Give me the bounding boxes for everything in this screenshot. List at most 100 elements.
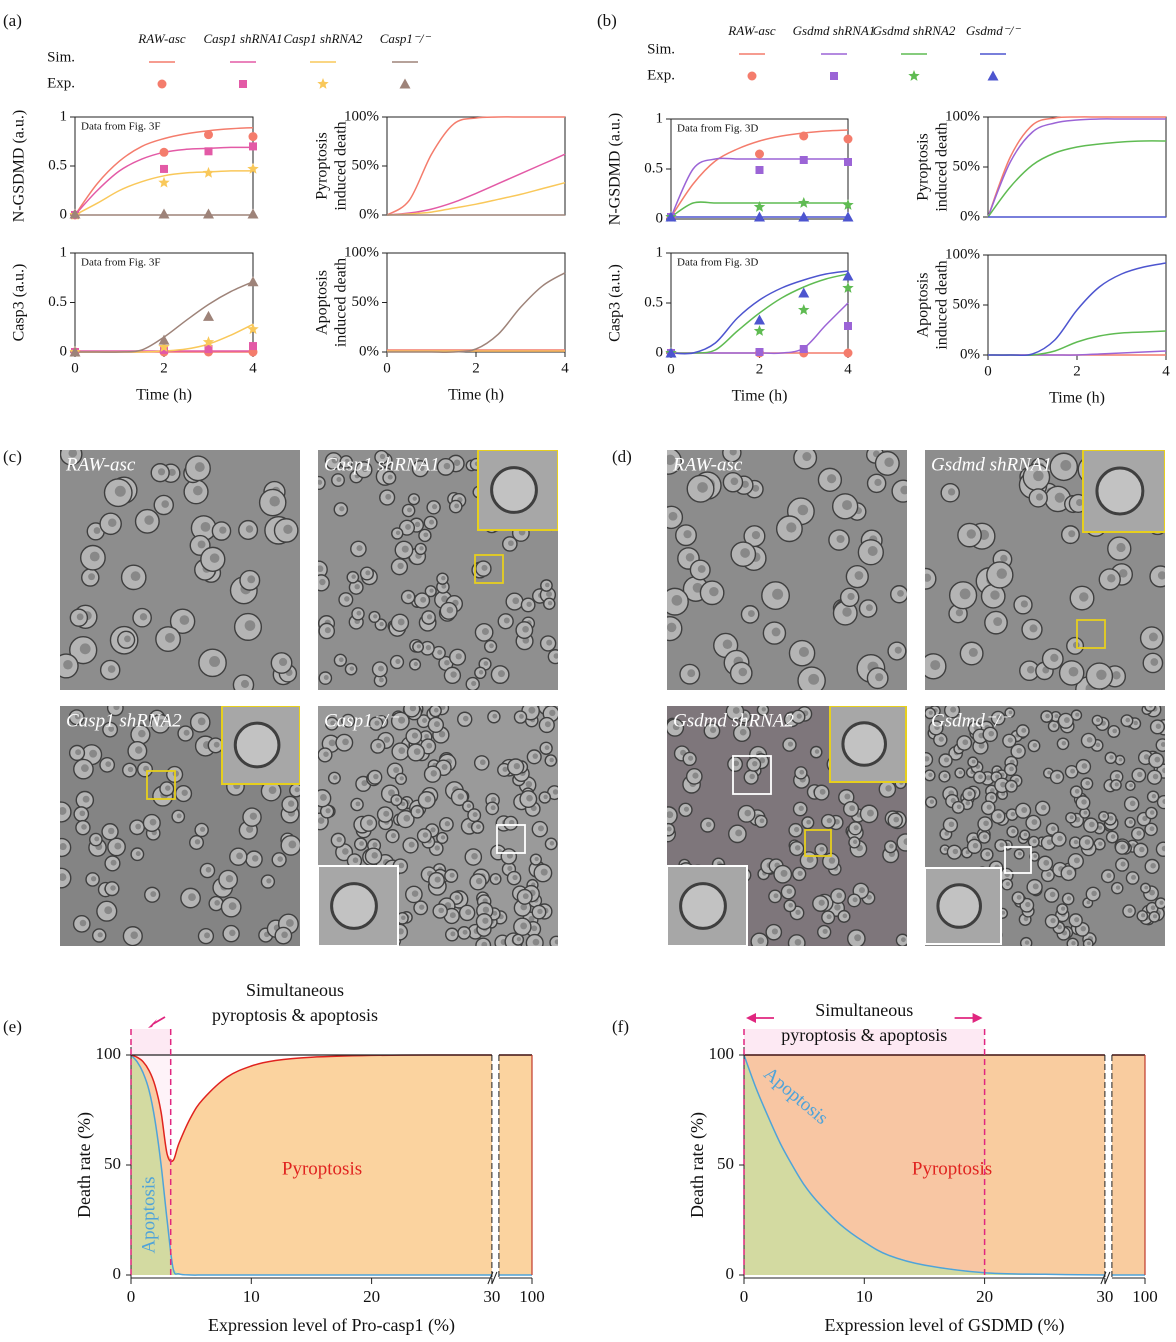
cell-nucleus — [433, 707, 439, 713]
marker — [239, 80, 247, 88]
cell-nucleus — [356, 545, 363, 552]
cell-nucleus — [826, 914, 832, 920]
cell-nucleus — [285, 919, 294, 927]
marker — [665, 211, 677, 222]
cell-nucleus — [236, 852, 243, 860]
cell-nucleus — [342, 738, 349, 746]
micrograph — [60, 450, 300, 690]
cell-nucleus — [732, 707, 740, 714]
cell-nucleus — [372, 842, 378, 848]
cell-nucleus — [228, 902, 237, 911]
micrograph-bg — [60, 450, 300, 690]
cell-nucleus — [956, 804, 962, 810]
x-tick-label: 100 — [1132, 1287, 1158, 1306]
cell-nucleus — [431, 504, 438, 510]
cell-nucleus — [444, 659, 450, 666]
cell-nucleus — [200, 521, 211, 532]
cell-nucleus — [481, 941, 488, 946]
cell-nucleus — [79, 919, 87, 927]
cell-nucleus — [996, 813, 1002, 819]
cell-nucleus — [213, 741, 220, 748]
y-tick-label: 50% — [953, 158, 981, 174]
cell-nucleus — [400, 801, 406, 807]
legend-sim-label: Sim. — [47, 49, 75, 65]
cell-nucleus — [229, 929, 236, 937]
plot-frame — [987, 254, 1167, 356]
marker — [798, 304, 810, 315]
cell-nucleus — [249, 812, 257, 820]
cell-nucleus — [161, 500, 170, 508]
cell-nucleus — [802, 452, 812, 462]
cell-nucleus — [962, 739, 969, 746]
cell-nucleus — [900, 485, 907, 495]
cell-nucleus — [532, 753, 538, 759]
annotation-arrow — [152, 1016, 166, 1025]
cell-nucleus — [483, 661, 489, 666]
cell-nucleus — [772, 588, 784, 600]
marker — [842, 282, 854, 293]
cell-nucleus — [1083, 810, 1088, 815]
cell-nucleus — [1107, 574, 1116, 583]
cell-nucleus — [1115, 885, 1121, 890]
y-axis-label: Apoptosis — [314, 270, 331, 335]
cell-nucleus — [1110, 834, 1116, 839]
cell-nucleus — [884, 457, 894, 467]
cell-nucleus — [1119, 569, 1128, 578]
cell-nucleus — [438, 730, 446, 738]
marker — [798, 287, 810, 298]
micrograph — [667, 450, 907, 690]
cell-nucleus — [354, 584, 360, 590]
cell-nucleus — [346, 717, 352, 723]
cell-nucleus — [1159, 900, 1164, 905]
cell-nucleus — [478, 670, 484, 675]
cell-nucleus — [990, 590, 1000, 600]
cell-nucleus — [204, 932, 211, 939]
cell-nucleus — [397, 618, 405, 626]
cell-nucleus — [149, 818, 157, 826]
cell-nucleus — [82, 795, 90, 803]
cell-nucleus — [197, 717, 206, 726]
x-axis-label: Time (h) — [1049, 390, 1105, 407]
cell-nucleus — [378, 665, 384, 672]
y-tick-label: 50% — [953, 296, 981, 312]
cell-nucleus — [983, 820, 989, 827]
cell-nucleus — [1046, 872, 1052, 878]
cell-nucleus — [795, 909, 801, 915]
cell-nucleus — [842, 607, 852, 617]
legend-label: Gsdmd⁻/⁻ — [966, 23, 1021, 38]
cell-nucleus — [928, 772, 933, 778]
cell-nucleus — [747, 610, 755, 617]
marker — [69, 346, 81, 357]
y-tick-label: 0.5 — [48, 157, 67, 173]
cell-nucleus — [434, 845, 440, 851]
cell-nucleus — [667, 826, 672, 832]
marker — [844, 322, 852, 330]
cell-nucleus — [733, 760, 740, 767]
cell-nucleus — [897, 589, 904, 597]
cell-nucleus — [373, 614, 378, 619]
y-tick-label: 50% — [352, 294, 380, 310]
cell-nucleus — [1128, 820, 1133, 824]
cell-nucleus — [667, 454, 676, 466]
cell-nucleus — [554, 939, 558, 945]
y-axis-label: Death rate (%) — [687, 1112, 708, 1218]
cell-nucleus — [1020, 600, 1028, 608]
cell-nucleus — [947, 488, 956, 496]
cell-nucleus — [281, 931, 288, 939]
cell-nucleus — [1068, 666, 1079, 677]
cell-nucleus — [395, 658, 401, 664]
cell-nucleus — [1079, 592, 1089, 602]
y-tick-label: 0% — [359, 206, 379, 222]
cell-nucleus — [806, 819, 812, 825]
inset-cell — [330, 882, 378, 930]
cell-nucleus — [982, 834, 988, 840]
y-tick-label: 0.5 — [644, 294, 663, 310]
cell-nucleus — [1131, 874, 1136, 880]
cell-nucleus — [266, 878, 272, 884]
cell-nucleus — [336, 476, 342, 482]
cell-nucleus — [826, 817, 833, 824]
cell-nucleus — [1080, 926, 1086, 932]
marker — [830, 72, 838, 80]
cell-nucleus — [1125, 717, 1131, 723]
cell-nucleus — [383, 810, 390, 817]
